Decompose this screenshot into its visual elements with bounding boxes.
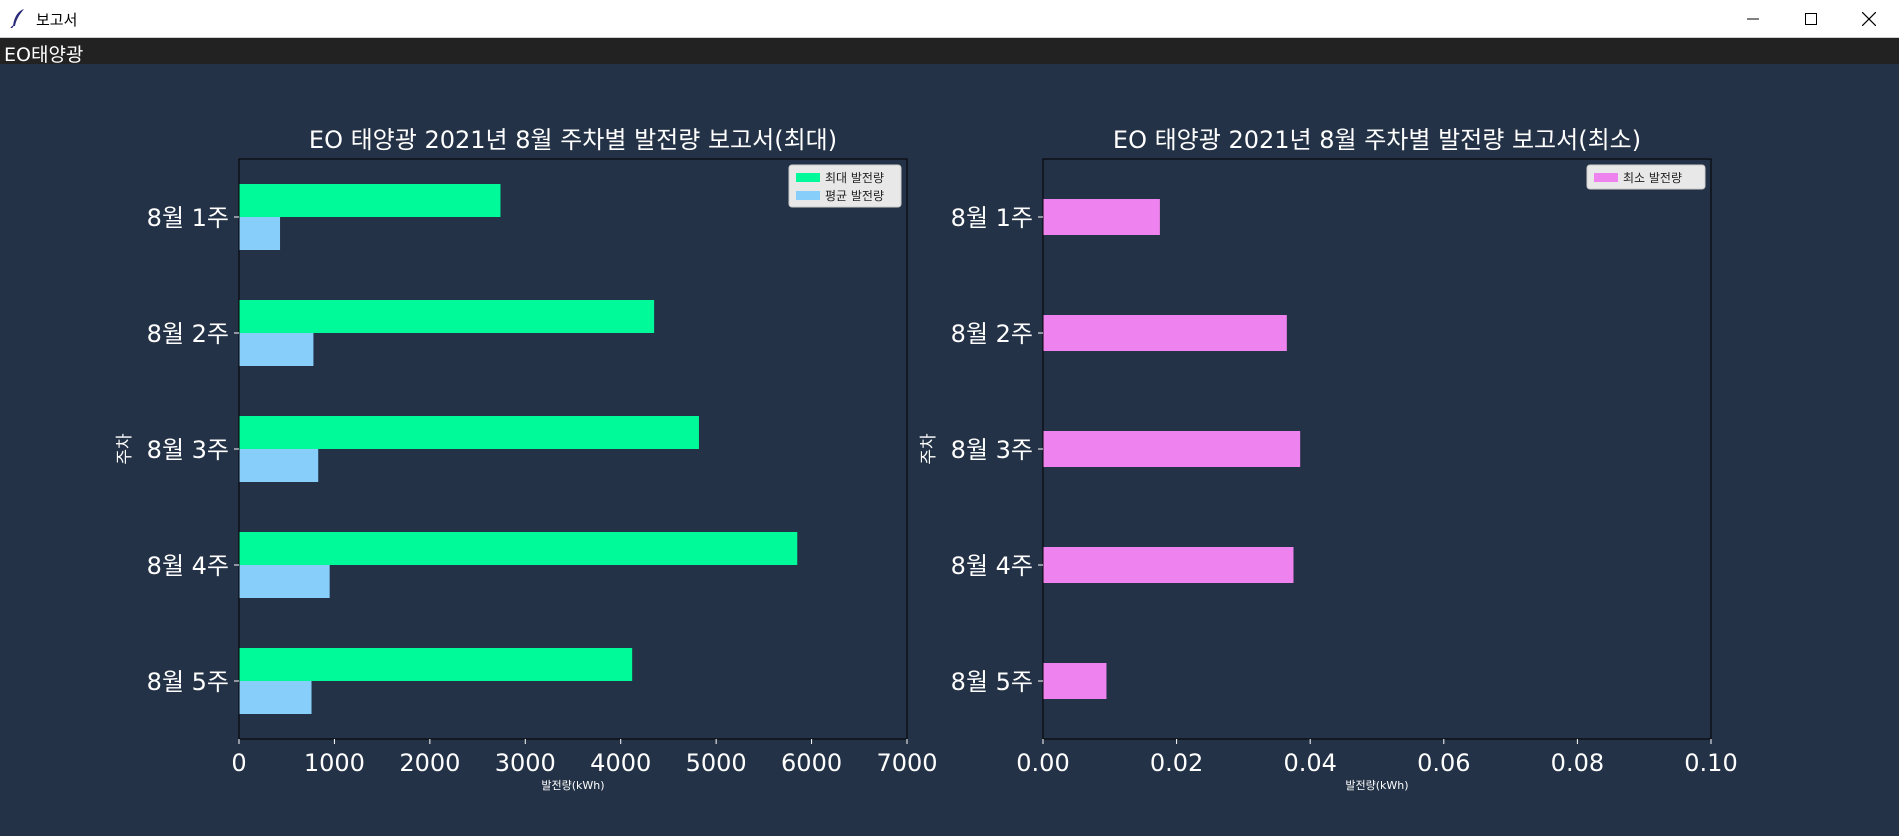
x-tick-label: 0.06 (1417, 749, 1470, 777)
x-tick-label: 7000 (876, 749, 937, 777)
y-tick-label: 8월 2주 (147, 320, 229, 348)
bar-max (239, 648, 633, 681)
x-tick-label: 5000 (686, 749, 747, 777)
x-tick-label: 6000 (781, 749, 842, 777)
legend-label: 최대 발전량 (825, 171, 884, 185)
y-tick-label: 8월 1주 (147, 204, 229, 232)
y-tick-label: 8월 2주 (951, 320, 1033, 348)
x-axis-label: 발전량(kWh) (541, 779, 604, 792)
feather-icon (10, 9, 24, 28)
x-tick-label: 3000 (495, 749, 556, 777)
bar-max (239, 184, 501, 217)
legend-swatch (1594, 173, 1618, 182)
bar-avg (239, 565, 330, 598)
bar-max (239, 416, 699, 449)
chart-title: EO 태양광 2021년 8월 주차별 발전량 보고서(최대) (309, 126, 837, 154)
x-tick-label: 0.02 (1150, 749, 1203, 777)
x-tick-label: 2000 (399, 749, 460, 777)
bar-avg (239, 333, 314, 366)
x-tick-label: 0.10 (1684, 749, 1737, 777)
x-tick-label: 1000 (304, 749, 365, 777)
bar-avg (239, 681, 312, 714)
legend-label: 최소 발전량 (1623, 171, 1682, 185)
y-axis-label: 주차 (919, 433, 939, 465)
window-titlebar: 보고서 (0, 0, 1899, 38)
legend-swatch (796, 191, 820, 200)
bar-min (1043, 431, 1301, 467)
maximize-icon (1805, 12, 1817, 25)
y-tick-label: 8월 3주 (147, 436, 229, 464)
bar-avg (239, 217, 281, 250)
menubar: EO태양광 (0, 38, 1899, 66)
bar-min (1043, 547, 1294, 583)
charts-canvas: EO 태양광 2021년 8월 주차별 발전량 보고서(최대) 8월 1주 8월 2… (115, 126, 1738, 792)
bar-max (239, 300, 655, 333)
y-axis-label: 주차 (115, 433, 135, 465)
bar-min (1043, 199, 1160, 235)
x-tick-label: 0 (231, 749, 246, 777)
close-button[interactable] (1840, 0, 1898, 37)
chart-area: EO 태양광 2021년 8월 주차별 발전량 보고서(최대) 8월 1주 8월 2… (0, 64, 1899, 836)
legend-label: 평균 발전량 (825, 189, 884, 203)
minimize-button[interactable] (1724, 0, 1782, 37)
y-tick-label: 8월 4주 (147, 552, 229, 580)
bar-max (239, 532, 798, 565)
y-tick-label: 8월 4주 (951, 552, 1033, 580)
legend-box (1586, 164, 1706, 190)
bar-min (1043, 663, 1107, 699)
bar-min (1043, 315, 1287, 351)
y-tick-label: 8월 3주 (951, 436, 1033, 464)
maximize-button[interactable] (1782, 0, 1840, 37)
x-axis-label: 발전량(kWh) (1345, 779, 1408, 792)
minimize-icon (1747, 18, 1759, 19)
legend-swatch (796, 173, 820, 182)
window-title: 보고서 (36, 11, 78, 29)
x-tick-label: 0.00 (1016, 749, 1069, 777)
x-tick-label: 0.08 (1551, 749, 1604, 777)
close-icon (1862, 11, 1876, 26)
x-tick-label: 0.04 (1283, 749, 1336, 777)
chart-title: EO 태양광 2021년 8월 주차별 발전량 보고서(최소) (1113, 126, 1641, 154)
bar-avg (239, 449, 319, 482)
y-tick-label: 8월 5주 (951, 668, 1033, 696)
y-tick-label: 8월 1주 (951, 204, 1033, 232)
y-tick-label: 8월 5주 (147, 668, 229, 696)
menubar-label: EO태양광 (4, 44, 84, 66)
x-tick-label: 4000 (590, 749, 651, 777)
